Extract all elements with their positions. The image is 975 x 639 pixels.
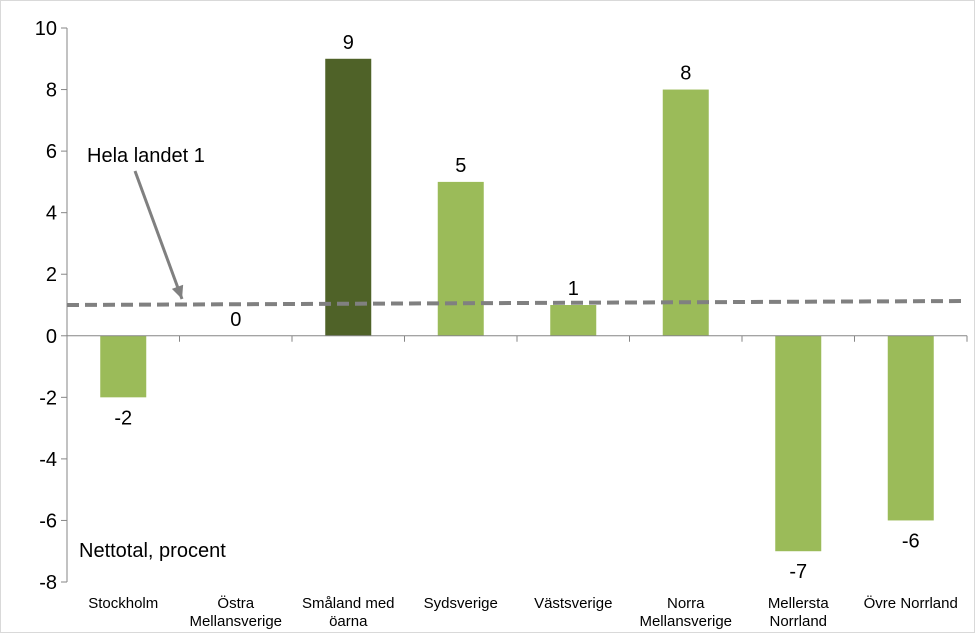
bar-6 bbox=[662, 89, 709, 336]
bar-7 bbox=[775, 335, 822, 552]
data-label: 9 bbox=[343, 32, 354, 54]
bar-3 bbox=[325, 58, 372, 336]
x-tick-label: Östra Mellansverige bbox=[189, 594, 282, 630]
reference-line bbox=[66, 299, 968, 307]
x-tick-label: Mellersta Norrland bbox=[768, 595, 830, 630]
y-tick-label: -6 bbox=[39, 510, 57, 532]
labels-group: -8 -6 -4 -2 0 2 4 6 8 10 -2 0 9 5 1 8 -7 -6 Stockholm Östra… bbox=[35, 18, 958, 630]
bar-4 bbox=[437, 181, 484, 336]
data-label: 5 bbox=[455, 155, 466, 177]
reference-arrow bbox=[133, 170, 184, 300]
data-label: 1 bbox=[568, 278, 579, 300]
bars-group bbox=[100, 58, 934, 552]
data-label: -7 bbox=[789, 561, 807, 583]
y-tick-label: -8 bbox=[39, 572, 57, 594]
x-tick-label: Sydsverige bbox=[424, 595, 498, 612]
x-tick-label: Småland med öarna bbox=[302, 595, 395, 630]
y-axis-label: Nettotal, procent bbox=[79, 540, 226, 562]
y-tick-label: 0 bbox=[46, 326, 57, 348]
data-label: 0 bbox=[230, 309, 241, 331]
reference-arrowhead bbox=[171, 284, 184, 299]
data-label: 8 bbox=[680, 63, 691, 85]
x-tick-label: Stockholm bbox=[88, 595, 158, 612]
axes-group bbox=[61, 27, 968, 583]
y-tick-label: -2 bbox=[39, 387, 57, 409]
y-tick-label: 2 bbox=[46, 264, 57, 286]
y-tick-label: 6 bbox=[46, 141, 57, 163]
x-tick-label: Västsverige bbox=[534, 595, 612, 612]
y-tick-label: 4 bbox=[46, 203, 57, 225]
bar-1 bbox=[100, 335, 147, 398]
y-tick-label: 10 bbox=[35, 18, 57, 40]
y-tick-label: 8 bbox=[46, 80, 57, 102]
reference-line-label: Hela landet 1 bbox=[87, 145, 205, 167]
x-tick-label: Norra Mellansverige bbox=[639, 595, 732, 630]
data-label: -6 bbox=[902, 530, 920, 552]
x-tick-label: Övre Norrland bbox=[864, 594, 958, 612]
data-label: -2 bbox=[114, 407, 132, 429]
bar-8 bbox=[887, 335, 934, 521]
y-tick-label: -4 bbox=[39, 449, 57, 471]
bar-5 bbox=[550, 305, 597, 336]
